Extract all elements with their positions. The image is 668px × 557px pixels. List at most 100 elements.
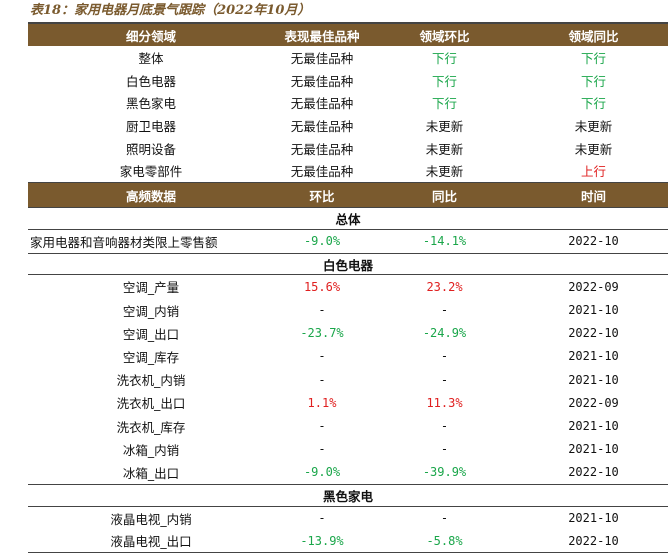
- best-item: 无最佳品种: [290, 50, 354, 66]
- indicator-name: 洗衣机_出口: [116, 396, 186, 412]
- best-item: 无最佳品种: [290, 96, 354, 112]
- indicator-mom: -: [318, 511, 326, 526]
- header-hf-mom: 环比: [309, 188, 335, 204]
- indicator-name: 液晶电视_出口: [110, 534, 192, 550]
- segment-mom: 未更新: [425, 141, 464, 157]
- header-hf-yoy: 同比: [431, 188, 457, 204]
- indicator-mom: -: [318, 442, 326, 457]
- indicator-mom: -9.0%: [303, 465, 341, 480]
- indicator-time: 2022-10: [568, 326, 619, 341]
- segment-name: 照明设备: [125, 141, 176, 157]
- table-row: 洗衣机_内销 - - 2021-10: [28, 368, 668, 391]
- segment-mom: 未更新: [425, 164, 464, 180]
- segment-name: 整体: [138, 50, 164, 66]
- header-yoy: 领域同比: [568, 28, 619, 44]
- indicator-time: 2021-10: [568, 303, 619, 318]
- table-row: 家电零部件 无最佳品种 未更新 上行: [28, 159, 668, 182]
- segment-name: 白色电器: [125, 73, 176, 89]
- table-row: 冰箱_内销 - - 2021-10: [28, 438, 668, 461]
- section-title: 白色电器: [322, 257, 373, 273]
- table-row: 照明设备 无最佳品种 未更新 未更新: [28, 137, 668, 160]
- indicator-time: 2022-10: [568, 533, 619, 548]
- table-row: 空调_出口 -23.7% -24.9% 2022-10: [28, 322, 668, 345]
- table-title: 表18：家用电器月底景气跟踪（2022年10月）: [30, 3, 311, 18]
- segment-name: 黑色家电: [125, 96, 176, 112]
- indicator-yoy: -: [440, 511, 449, 526]
- data-table: 细分领域 表现最佳品种 领域环比 领域同比 整体 无最佳品种 下行 下行 白色电器 无最佳…: [28, 22, 668, 553]
- indicator-yoy: -39.9%: [422, 465, 467, 480]
- segment-yoy: 未更新: [574, 141, 613, 157]
- indicator-name: 洗衣机_内销: [116, 373, 186, 389]
- indicator-time: 2021-10: [568, 442, 619, 457]
- indicator-yoy: -5.8%: [426, 533, 463, 548]
- table-row: 冰箱_出口 -9.0% -39.9% 2022-10: [28, 461, 668, 484]
- indicator-yoy: -: [440, 419, 449, 434]
- segment-yoy: 下行: [580, 73, 606, 89]
- indicator-mom: -13.9%: [300, 533, 344, 548]
- indicator-name: 空调_内销: [122, 303, 180, 319]
- indicator-yoy: 23.2%: [426, 279, 463, 294]
- indicator-mom: -: [318, 419, 326, 434]
- indicator-yoy: -: [440, 349, 449, 364]
- best-item: 无最佳品种: [290, 73, 354, 89]
- indicator-name: 冰箱_出口: [122, 465, 180, 481]
- indicator-mom: -: [318, 303, 326, 318]
- hf-header-row: 高频数据 环比 同比 时间: [28, 183, 668, 208]
- header-hf-time: 时间: [580, 188, 606, 204]
- table-row: 洗衣机_库存 - - 2021-10: [28, 414, 668, 437]
- segment-mom: 未更新: [425, 118, 464, 134]
- indicator-yoy: -: [440, 303, 449, 318]
- indicator-name: 家用电器和音响器材类限上零售额: [30, 234, 218, 250]
- indicator-yoy: -24.9%: [422, 326, 467, 341]
- indicator-name: 空调_出口: [122, 326, 180, 342]
- segment-mom: 下行: [431, 50, 457, 66]
- table-row: 家用电器和音响器材类限上零售额 -9.0% -14.1% 2022-10: [28, 230, 668, 253]
- section-title-row: 白色电器: [28, 252, 668, 276]
- segment-yoy: 下行: [580, 96, 606, 112]
- indicator-mom: -9.0%: [303, 234, 341, 249]
- indicator-time: 2022-10: [568, 465, 619, 480]
- table-row: 黑色家电 无最佳品种 下行 下行: [28, 91, 668, 114]
- header-segment: 细分领域: [125, 28, 176, 44]
- indicator-mom: -: [318, 349, 326, 364]
- table-row: 空调_内销 - - 2021-10: [28, 299, 668, 322]
- indicator-time: 2021-10: [568, 349, 619, 364]
- indicator-time: 2022-09: [568, 395, 619, 410]
- section-title-row: 黑色家电: [28, 484, 668, 507]
- indicator-yoy: -14.1%: [422, 234, 467, 249]
- header-hf-data: 高频数据: [125, 188, 176, 204]
- indicator-yoy: -: [440, 442, 449, 457]
- table-row: 厨卫电器 无最佳品种 未更新 未更新: [28, 114, 668, 137]
- table-row: 白色电器 无最佳品种 下行 下行: [28, 69, 668, 92]
- segment-mom: 下行: [431, 96, 457, 112]
- indicator-time: 2022-10: [568, 234, 619, 249]
- segment-name: 厨卫电器: [125, 118, 176, 134]
- hf-table-body: 总体家用电器和音响器材类限上零售额 -9.0% -14.1% 2022-10 白色电器空…: [28, 207, 668, 553]
- indicator-mom: -23.7%: [300, 326, 344, 341]
- best-item: 无最佳品种: [290, 164, 354, 180]
- indicator-name: 空调_库存: [122, 349, 180, 365]
- indicator-name: 液晶电视_内销: [110, 511, 192, 527]
- segment-yoy: 下行: [580, 50, 606, 66]
- section-title: 黑色家电: [322, 488, 373, 504]
- segment-name: 家电零部件: [119, 164, 183, 180]
- header-mom: 领域环比: [419, 28, 470, 44]
- best-item: 无最佳品种: [290, 118, 354, 134]
- indicator-time: 2021-10: [568, 511, 619, 526]
- indicator-mom: 1.1%: [307, 395, 337, 410]
- indicator-name: 冰箱_内销: [122, 442, 180, 458]
- best-item: 无最佳品种: [290, 141, 354, 157]
- segment-mom: 下行: [431, 73, 457, 89]
- indicator-time: 2022-09: [568, 279, 619, 294]
- indicator-yoy: -: [440, 372, 449, 387]
- segment-yoy: 上行: [580, 164, 606, 180]
- table-row: 液晶电视_出口 -13.9% -5.8% 2022-10: [28, 530, 668, 553]
- indicator-name: 空调_产量: [122, 280, 180, 296]
- header-best: 表现最佳品种: [284, 28, 360, 44]
- indicator-mom: -: [318, 372, 326, 387]
- table-row: 洗衣机_出口 1.1% 11.3% 2022-09: [28, 391, 668, 414]
- section-title-row: 总体: [28, 207, 668, 230]
- table-row: 空调_产量 15.6% 23.2% 2022-09: [28, 275, 668, 298]
- top-table-body: 整体 无最佳品种 下行 下行 白色电器 无最佳品种 下行 下行 黑色家电 无最佳品种 下行 下行 厨卫电…: [28, 46, 668, 184]
- segment-yoy: 未更新: [574, 118, 613, 134]
